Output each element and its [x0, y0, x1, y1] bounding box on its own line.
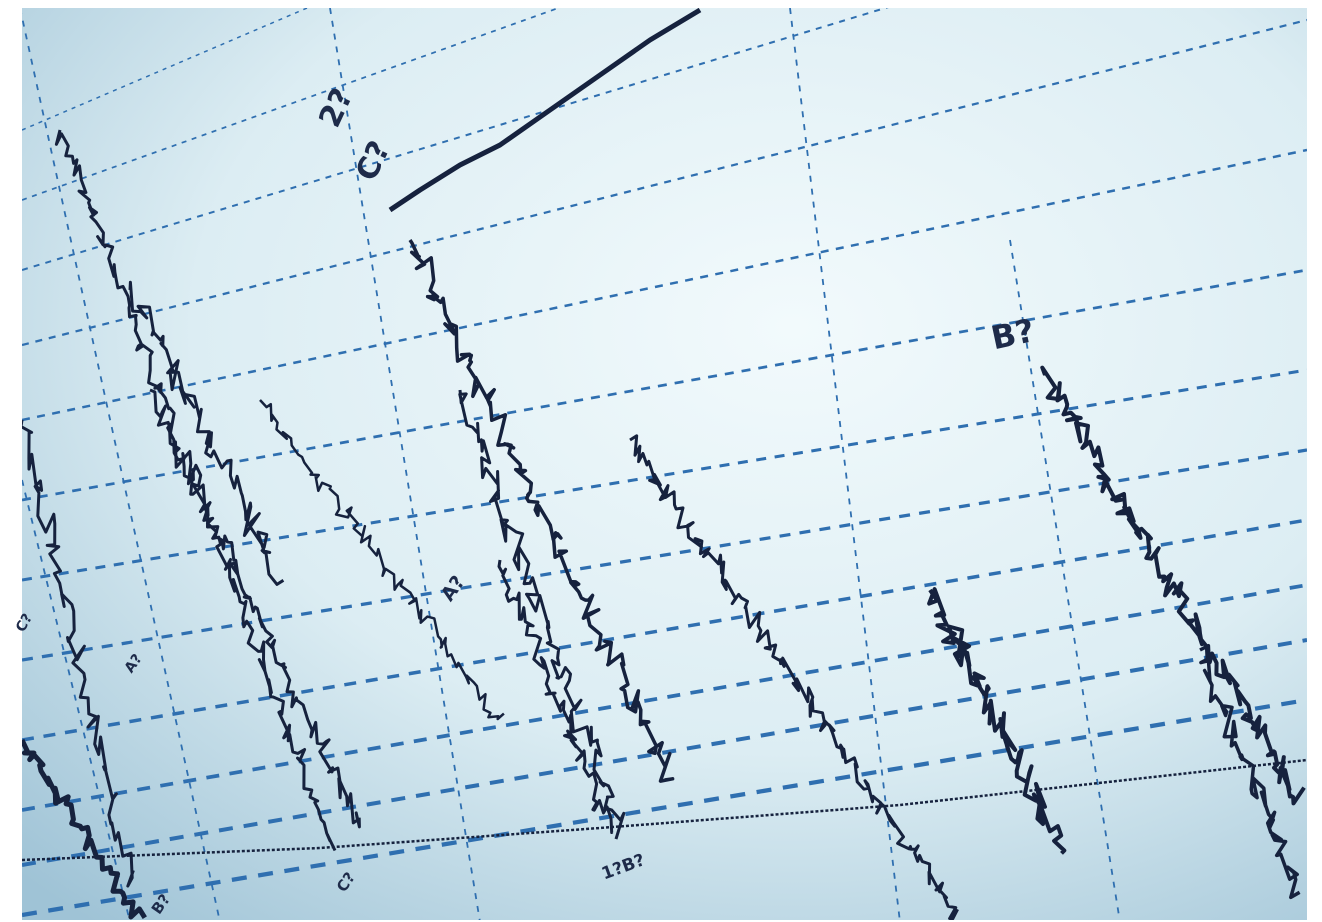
- price-trace: [1040, 365, 1306, 806]
- price-trace: [629, 434, 959, 920]
- screen-content: [22, 8, 1307, 920]
- grid-line: [789, 8, 901, 920]
- grid-line: [329, 8, 481, 920]
- price-trace: [22, 738, 147, 920]
- grid-line: [1009, 239, 1121, 920]
- grid-line: [22, 18, 1307, 347]
- base-line: [22, 758, 1307, 862]
- label: B?: [988, 311, 1038, 357]
- price-trace: [22, 420, 135, 888]
- price-trace: [497, 559, 614, 834]
- price-trace: [149, 388, 361, 829]
- price-trace: [927, 587, 1067, 855]
- price-trace: [54, 129, 337, 852]
- grid-line: [22, 479, 131, 920]
- grid-line: [22, 268, 1307, 502]
- grid-line: [22, 638, 1307, 867]
- price-trace: [1199, 643, 1301, 900]
- label: C?: [13, 611, 36, 635]
- grid-line: [22, 448, 1307, 662]
- screen: [22, 8, 1307, 920]
- grid-line: [22, 368, 1307, 582]
- price-trace: [388, 8, 702, 213]
- grid-line: [22, 8, 561, 201]
- grid-line: [22, 697, 1307, 918]
- grid-line: [22, 148, 1307, 422]
- price-trace: [128, 280, 285, 586]
- grid-line: [22, 583, 1307, 812]
- price-trace: [259, 399, 505, 721]
- price-trace: [408, 239, 675, 783]
- grid-line: [22, 8, 889, 271]
- price-trace: [458, 389, 626, 840]
